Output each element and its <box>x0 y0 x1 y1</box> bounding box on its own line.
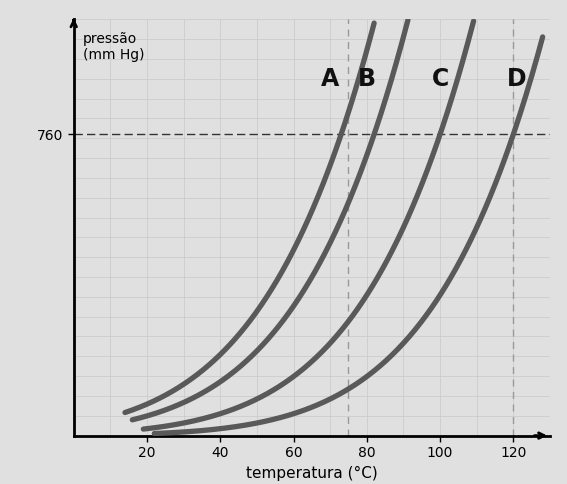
X-axis label: temperatura (°C): temperatura (°C) <box>246 466 378 481</box>
Text: C: C <box>431 67 448 91</box>
Text: D: D <box>507 67 527 91</box>
Text: pressão
(mm Hg): pressão (mm Hg) <box>83 32 145 62</box>
Text: B: B <box>358 67 376 91</box>
Text: A: A <box>321 67 339 91</box>
